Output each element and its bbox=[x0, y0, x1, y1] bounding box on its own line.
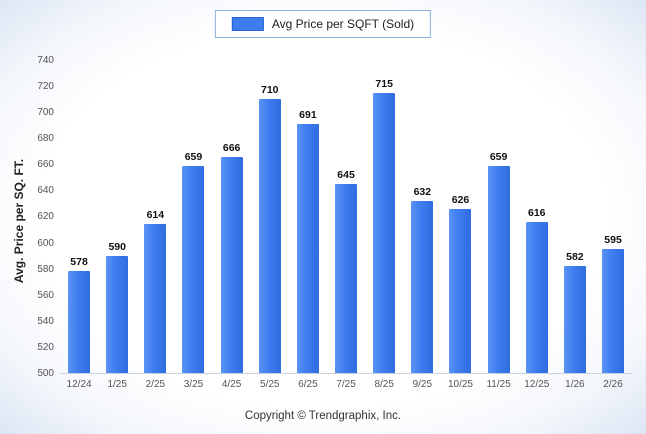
bar bbox=[258, 99, 281, 373]
bar-value-label: 626 bbox=[451, 193, 470, 206]
bar-group: 632 bbox=[403, 60, 441, 373]
x-tick-label: 10/25 bbox=[447, 379, 473, 390]
x-tick-label: 11/25 bbox=[486, 379, 511, 390]
bar bbox=[449, 208, 472, 373]
x-tick-label: 2/25 bbox=[145, 379, 166, 390]
bar bbox=[602, 249, 625, 373]
bar-group: 659 bbox=[480, 60, 518, 373]
x-tick-label: 5/25 bbox=[260, 379, 280, 390]
x-tick-label: 12/25 bbox=[524, 379, 550, 390]
x-tick-label: 2/26 bbox=[603, 379, 623, 390]
bar-value-label: 715 bbox=[375, 77, 393, 90]
bar bbox=[296, 123, 319, 373]
bar-group: 616 bbox=[518, 60, 556, 373]
bar-group: 715 bbox=[365, 60, 403, 373]
bar bbox=[411, 200, 434, 373]
legend: Avg Price per SQFT (Sold) bbox=[214, 10, 432, 38]
bar-group: 659 bbox=[174, 60, 212, 373]
bar bbox=[563, 266, 586, 373]
bars-plot: 578 590 614 659 666 710 691 645 715 632 626 659 616 5… bbox=[60, 60, 632, 374]
bar bbox=[487, 165, 510, 373]
bar-group: 590 bbox=[98, 60, 136, 373]
plot-area: 578 590 614 659 666 710 691 645 715 632 626 659 616 5… bbox=[60, 52, 632, 390]
bar bbox=[373, 92, 396, 373]
footer-text: Copyright © Trendgraphix, Inc. bbox=[244, 410, 402, 422]
chart-body: Avg. Price per SQ. FT. 740 720 700 680 660 64… bbox=[8, 52, 632, 390]
bar-group: 582 bbox=[556, 60, 594, 373]
y-axis-title: Avg. Price per SQ. FT. bbox=[12, 158, 27, 284]
x-tick-label: 9/25 bbox=[412, 379, 433, 390]
bar bbox=[335, 183, 358, 373]
bar-value-label: 645 bbox=[337, 168, 355, 181]
bar bbox=[220, 156, 243, 373]
bar bbox=[525, 221, 548, 373]
bar-value-label: 659 bbox=[184, 150, 203, 163]
bar bbox=[144, 224, 167, 373]
x-tick-label: 7/25 bbox=[336, 379, 356, 390]
bar-group: 691 bbox=[289, 60, 327, 373]
x-tick-label: 4/25 bbox=[221, 379, 242, 390]
bar-group: 595 bbox=[594, 60, 632, 373]
x-axis-ticks: 12/24 1/25 2/25 3/25 4/25 5/25 6/25 7/25 8/25 9/2… bbox=[60, 379, 632, 390]
x-tick-label: 6/25 bbox=[298, 379, 318, 390]
bar-group: 614 bbox=[136, 60, 174, 373]
bar-value-label: 582 bbox=[566, 251, 584, 264]
bar-value-label: 710 bbox=[261, 84, 279, 97]
bar bbox=[182, 165, 205, 373]
bar-value-label: 691 bbox=[299, 108, 317, 121]
bar-group: 710 bbox=[251, 60, 289, 373]
x-tick-label: 3/25 bbox=[183, 379, 204, 390]
bar-group: 666 bbox=[213, 60, 251, 373]
legend-label: Avg Price per SQFT (Sold) bbox=[271, 17, 415, 31]
bar-group: 626 bbox=[441, 60, 479, 373]
x-tick-label: 8/25 bbox=[374, 379, 394, 390]
bar-value-label: 595 bbox=[604, 234, 622, 247]
legend-swatch bbox=[231, 17, 264, 31]
bar-value-label: 666 bbox=[222, 141, 241, 154]
bar-group: 645 bbox=[327, 60, 365, 373]
x-tick-label: 1/25 bbox=[107, 379, 127, 390]
y-axis-ticks: 740 720 700 680 660 640 620 600 580 560 540 520 500 bbox=[37, 54, 54, 380]
bar-value-label: 616 bbox=[527, 206, 546, 219]
bar-value-label: 614 bbox=[146, 209, 165, 222]
bar-value-label: 659 bbox=[489, 150, 508, 163]
bar bbox=[68, 271, 91, 373]
bar-value-label: 632 bbox=[413, 185, 432, 198]
x-tick-label: 1/26 bbox=[565, 379, 585, 390]
bar-group: 578 bbox=[60, 60, 98, 373]
bar-value-label: 590 bbox=[108, 240, 126, 253]
bar bbox=[106, 255, 129, 373]
bar-value-label: 578 bbox=[70, 256, 88, 269]
x-tick-label: 12/24 bbox=[66, 379, 92, 390]
